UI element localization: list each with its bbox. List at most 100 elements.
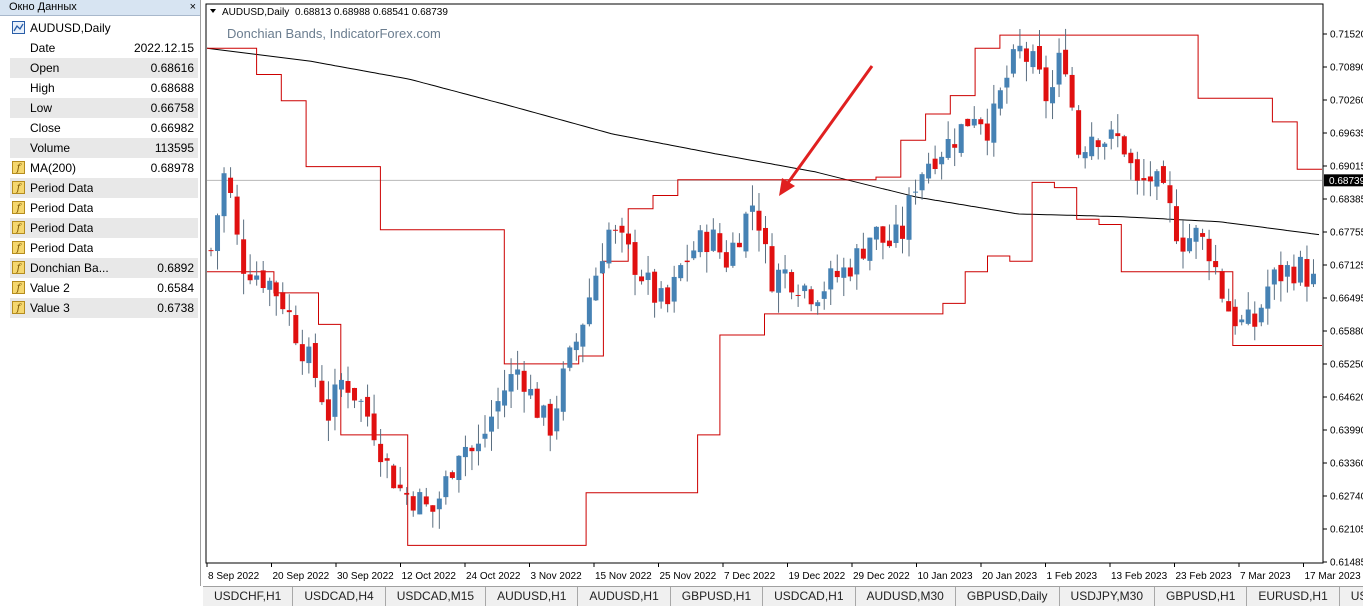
ma200-line [206,47,1320,236]
candle-body [945,138,951,158]
candle-body [697,230,703,253]
data-row-date: Date 2022.12.15 [10,38,198,58]
candle-body [1278,264,1284,282]
data-window-titlebar[interactable]: Окно Данных × [0,0,200,16]
candle-body [730,242,736,266]
indicator-function-icon: f [12,161,25,174]
candle-body [743,213,749,252]
x-tick-label: 29 Dec 2022 [853,571,910,582]
y-tick-label: 0.66495 [1330,294,1363,305]
candle-body [1310,273,1316,285]
chart-tab[interactable]: USDCAD,M15 [386,587,487,606]
data-row-value: 113595 [154,141,194,155]
chart-tab[interactable]: AUDUSD,M30 [856,587,956,606]
chart-tab[interactable]: USDCAD, [1340,587,1363,606]
y-tick-label: 0.62740 [1330,492,1363,503]
candle-body [299,344,305,362]
candle-body [906,195,912,240]
chart-tab[interactable]: GBPUSD,H1 [671,587,764,606]
candle-body [547,403,553,436]
candle-body [475,443,481,452]
indicator-watermark: Donchian Bands, IndicatorForex.com [227,26,441,41]
chart-tab[interactable]: GBPUSD,Daily [956,587,1060,606]
candle-body [436,498,442,510]
candle-body [756,210,762,231]
annotation-arrow-shaft [783,65,874,188]
candle-body [378,443,384,463]
candle-body [280,292,286,310]
price-chart[interactable]: 0.71520 0.70890 0.70260 0.69635 0.69015 0.683… [205,0,1363,586]
candle-body [391,465,397,489]
candle-body [1173,206,1179,242]
candle-body [652,271,658,303]
candle-body [338,379,344,390]
candle-body [815,302,821,307]
x-tick-label: 25 Nov 2022 [660,571,717,582]
candle-body [873,226,879,240]
candle-body [1304,259,1310,287]
chart-tab[interactable]: USDJPY,M30 [1060,587,1156,606]
chart-tab[interactable]: USDCAD,H4 [293,587,386,606]
y-tick-label: 0.71520 [1330,30,1363,41]
candle-body [515,369,521,375]
candle-body [293,315,299,344]
chart-tab[interactable]: USDCAD,H1 [763,587,856,606]
candle-body [1284,265,1290,277]
chart-ohlc-readout: 0.68813 0.68988 0.68541 0.68739 [295,7,448,18]
chart-symbol-label: AUDUSD,Daily [222,7,289,18]
data-row-high: High 0.68688 [10,78,198,98]
candle-body [913,191,919,193]
y-tick-label: 0.63990 [1330,426,1363,437]
candle-body [1050,87,1056,104]
candle-body [704,231,710,253]
candle-body [508,374,514,392]
y-tick-label: 0.67125 [1330,261,1363,272]
indicator-row: f Value 3 0.6738 [10,298,198,318]
indicator-function-icon: f [12,301,25,314]
candle-body [1030,51,1036,68]
candle-body [1023,48,1029,62]
y-tick-label: 0.69635 [1330,129,1363,140]
chart-tab[interactable]: GBPUSD,H1 [1155,587,1248,606]
indicator-row-label: Period Data [30,241,94,255]
candle-body [1219,271,1225,299]
candle-body [749,205,755,212]
candle-body [443,476,449,498]
indicator-function-icon: f [12,241,25,254]
indicator-row-label: Value 2 [30,281,70,295]
candle-body [1134,159,1140,181]
candle-body [430,505,436,512]
chart-tab[interactable]: AUDUSD,H1 [486,587,579,606]
y-tick-label: 0.61485 [1330,558,1363,569]
candle-body [723,252,729,268]
chart-tab[interactable]: USDCHF,H1 [203,587,294,606]
candle-body [286,310,292,313]
indicator-row-label: MA(200) [30,161,77,175]
candle-body [221,173,227,217]
candle-body [926,163,932,179]
dropdown-triangle-icon[interactable] [210,9,216,13]
y-tick-label: 0.70890 [1330,63,1363,74]
candle-body [1141,178,1147,181]
indicator-function-icon: f [12,181,25,194]
candle-body [241,239,247,274]
indicator-row: f Period Data [10,238,198,258]
close-icon[interactable]: × [189,1,196,13]
y-tick-label: 0.68385 [1330,195,1363,206]
candle-body [893,224,899,244]
candle-body [573,341,579,351]
candle-body [939,156,945,165]
candle-body [586,297,592,325]
chart-tab[interactable]: AUDUSD,H1 [578,587,671,606]
candle-body [1213,261,1219,268]
chart-tab[interactable]: EURUSD,H1 [1247,587,1340,606]
candle-body [1271,269,1277,285]
x-tick-label: 8 Sep 2022 [208,571,260,582]
candle-body [671,276,677,302]
candle-body [495,401,501,412]
candle-body [847,267,853,277]
candle-body [1089,136,1095,157]
x-tick-label: 30 Sep 2022 [337,571,394,582]
candle-body [1245,309,1251,324]
candle-body [952,144,958,148]
